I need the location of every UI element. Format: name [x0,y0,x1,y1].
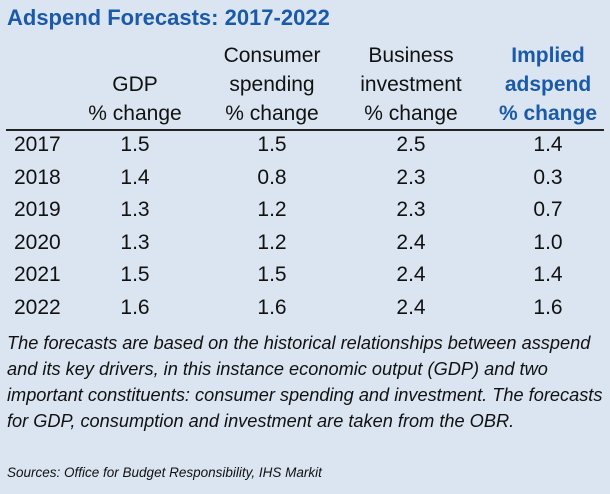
column-header-line: Consumer [223,44,321,67]
value-cell: 1.2 [257,230,287,254]
value-cell: 1.4 [533,263,563,286]
value-cell: 2.3 [396,165,426,189]
value-cell: 0.8 [257,165,287,189]
footnote: The forecasts are based on the historica… [7,333,603,431]
column-header-line: % change [225,102,319,125]
column-header-line: % change [498,102,598,125]
year-cell: 2018 [14,165,61,189]
value-cell: 1.5 [120,263,150,286]
value-cell: 2.4 [396,263,426,286]
value-cell: 2.4 [396,230,426,254]
year-cell: 2017 [14,133,61,156]
year-cell: 2021 [14,263,61,286]
column-header-3: Business investment % change [341,42,481,128]
column-header-2: Consumer spending % change [202,42,342,128]
value-cell: 1.5 [257,263,287,286]
value-cell: 1.2 [257,198,287,221]
column-header-1: GDP % change [65,42,205,128]
value-cell: 1.0 [533,230,563,254]
value-cell: 1.5 [257,133,287,156]
column-header-line: Implied [511,44,585,67]
value-cell: 2.3 [396,198,426,221]
year-cell: 2022 [14,295,61,319]
column-header-4: Implied adspend % change [478,42,610,128]
value-cell: 1.3 [120,198,150,221]
value-cell: 1.6 [533,295,563,319]
table-row: 2021 1.5 1.5 2.4 1.4 [0,259,610,291]
table-row: 2019 1.3 1.2 2.3 0.7 [0,194,610,226]
value-cell: 1.3 [120,230,150,254]
value-cell: 1.6 [257,295,287,319]
value-cell: 0.7 [533,198,563,221]
value-cell: 2.5 [396,133,426,156]
column-header-line: investment [360,73,462,96]
value-cell: 0.3 [533,165,563,189]
column-header-line: % change [88,102,182,125]
year-cell: 2020 [14,230,61,254]
value-cell: 1.5 [120,133,150,156]
column-header-line: spending [229,73,315,96]
column-header-line: Business [368,44,454,67]
value-cell: 1.4 [120,165,150,189]
table-row: 2018 1.4 0.8 2.3 0.3 [0,162,610,194]
table-row: 2022 1.6 1.6 2.4 1.6 [0,292,610,324]
table-row: 2017 1.5 1.5 2.5 1.4 [0,129,610,161]
year-cell: 2019 [14,198,61,221]
column-header-line: GDP [112,73,158,96]
source-line: Sources: Office for Budget Responsibilit… [7,465,322,480]
value-cell: 1.6 [120,295,150,319]
column-header-line: adspend [504,73,592,96]
value-cell: 1.4 [533,133,563,156]
table-row: 2020 1.3 1.2 2.4 1.0 [0,227,610,259]
value-cell: 2.4 [396,295,426,319]
header-rule [6,129,604,131]
column-header-line: % change [364,102,458,125]
table-title: Adspend Forecasts: 2017-2022 [7,5,330,30]
